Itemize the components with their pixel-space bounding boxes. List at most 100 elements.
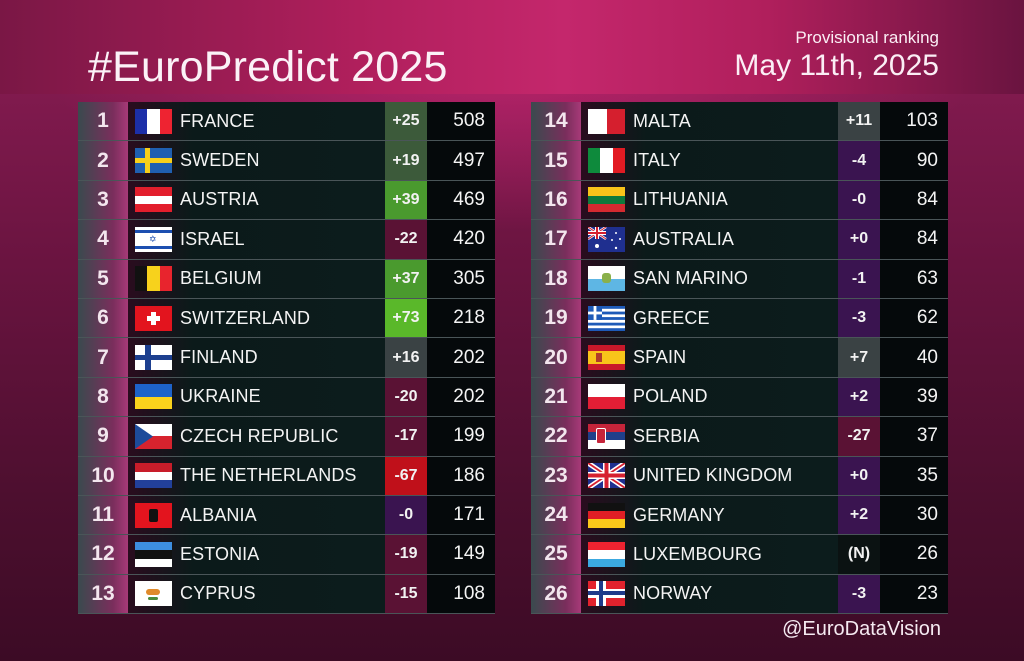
- rank-number: 4: [78, 220, 128, 259]
- rank-change-badge: -0: [838, 180, 880, 220]
- country-cell: NORWAY: [581, 574, 838, 614]
- points-value: 508: [427, 102, 495, 141]
- rank-number: 1: [78, 102, 128, 141]
- rank-number: 21: [531, 377, 581, 417]
- country-cell: ITALY: [581, 141, 838, 180]
- ranking-date: May 11th, 2025: [734, 49, 939, 82]
- points-value: 26: [880, 535, 948, 574]
- points-value: 202: [427, 338, 495, 377]
- country-cell: SPAIN: [581, 338, 838, 377]
- points-value: 30: [880, 495, 948, 535]
- country-name: ESTONIA: [180, 543, 260, 564]
- country-name: SAN MARINO: [633, 268, 749, 289]
- table-row: 26 NORWAY -3 23: [531, 574, 948, 615]
- points-value: 171: [427, 495, 495, 535]
- points-value: 149: [427, 535, 495, 574]
- flag-it-icon: [588, 148, 625, 174]
- table-row: 21 POLAND +2 39: [531, 377, 948, 418]
- rank-change-badge: +37: [385, 259, 427, 298]
- table-row: 15 ITALY -4 90: [531, 141, 948, 181]
- rank-change-badge: -20: [385, 377, 427, 417]
- rank-number: 17: [531, 220, 581, 259]
- country-name: LITHUANIA: [633, 189, 728, 210]
- table-row: 6 SWITZERLAND +73 218: [78, 298, 495, 339]
- rank-change-badge: -4: [838, 141, 880, 180]
- points-value: 37: [880, 417, 948, 456]
- country-name: FRANCE: [180, 110, 255, 131]
- rank-change-badge: -1: [838, 259, 880, 298]
- points-value: 23: [880, 574, 948, 614]
- country-cell: SWITZERLAND: [128, 298, 385, 338]
- country-name: SWEDEN: [180, 150, 260, 171]
- table-row: 4 ✡ ISRAEL -22 420: [78, 220, 495, 260]
- rank-number: 26: [531, 574, 581, 614]
- country-name: GERMANY: [633, 504, 725, 525]
- country-name: SWITZERLAND: [180, 307, 311, 328]
- ranking-table-right: 14 MALTA +11 103 15 ITALY -4 90 16 LITHUANIA -0 84 1…: [531, 102, 948, 615]
- flag-ee-icon: [135, 541, 172, 567]
- points-value: 108: [427, 574, 495, 614]
- table-row: 5 BELGIUM +37 305: [78, 259, 495, 299]
- country-cell: ALBANIA: [128, 495, 385, 535]
- table-row: 3 AUSTRIA +39 469: [78, 180, 495, 221]
- table-row: 16 LITHUANIA -0 84: [531, 180, 948, 221]
- rank-number: 20: [531, 338, 581, 377]
- rank-number: 16: [531, 180, 581, 220]
- country-cell: FINLAND: [128, 338, 385, 377]
- country-name: FINLAND: [180, 347, 258, 368]
- table-row: 20 SPAIN +7 40: [531, 338, 948, 378]
- rank-change-badge: -27: [838, 417, 880, 456]
- flag-sm-icon: [588, 266, 625, 292]
- table-row: 11 ALBANIA -0 171: [78, 495, 495, 536]
- rank-number: 7: [78, 338, 128, 377]
- rank-change-badge: -19: [385, 535, 427, 574]
- table-row: 19 GREECE -3 62: [531, 298, 948, 339]
- rank-number: 25: [531, 535, 581, 574]
- rank-change-badge: +7: [838, 338, 880, 377]
- rank-number: 3: [78, 180, 128, 220]
- rank-number: 9: [78, 417, 128, 456]
- rank-change-badge: -3: [838, 298, 880, 338]
- rank-change-badge: -3: [838, 574, 880, 614]
- country-name: UNITED KINGDOM: [633, 465, 793, 486]
- table-row: 24 GERMANY +2 30: [531, 495, 948, 536]
- flag-se-icon: [135, 148, 172, 174]
- flag-cz-icon: [135, 423, 172, 449]
- country-cell: THE NETHERLANDS: [128, 456, 385, 495]
- header-band: [0, 0, 1024, 94]
- flag-cy-icon: [135, 581, 172, 607]
- country-cell: BELGIUM: [128, 259, 385, 298]
- flag-lu-icon: [588, 541, 625, 567]
- country-cell: POLAND: [581, 377, 838, 417]
- country-name: BELGIUM: [180, 268, 262, 289]
- country-name: CYPRUS: [180, 583, 256, 604]
- table-row: 12 ESTONIA -19 149: [78, 535, 495, 575]
- table-row: 18 SAN MARINO -1 63: [531, 259, 948, 299]
- flag-rs-icon: [588, 423, 625, 449]
- points-value: 199: [427, 417, 495, 456]
- flag-at-icon: [135, 187, 172, 213]
- rank-number: 22: [531, 417, 581, 456]
- rank-change-badge: +19: [385, 141, 427, 180]
- points-value: 40: [880, 338, 948, 377]
- rank-number: 24: [531, 495, 581, 535]
- country-cell: ESTONIA: [128, 535, 385, 574]
- rank-change-badge: -67: [385, 456, 427, 495]
- country-name: ALBANIA: [180, 504, 257, 525]
- points-value: 84: [880, 180, 948, 220]
- flag-gb-icon: [588, 463, 625, 489]
- rank-change-badge: +0: [838, 456, 880, 495]
- rank-number: 23: [531, 456, 581, 495]
- points-value: 84: [880, 220, 948, 259]
- country-name: ITALY: [633, 150, 681, 171]
- table-row: 1 FRANCE +25 508: [78, 102, 495, 142]
- page-title: #EuroPredict 2025: [88, 43, 448, 91]
- rank-change-badge: -15: [385, 574, 427, 614]
- rank-change-badge: +25: [385, 102, 427, 141]
- flag-de-icon: [588, 502, 625, 528]
- rank-change-badge: +16: [385, 338, 427, 377]
- table-row: 23 UNITED KINGDOM +0 35: [531, 456, 948, 496]
- flag-au-icon: [588, 226, 625, 252]
- country-name: NORWAY: [633, 583, 713, 604]
- country-name: CZECH REPUBLIC: [180, 425, 339, 446]
